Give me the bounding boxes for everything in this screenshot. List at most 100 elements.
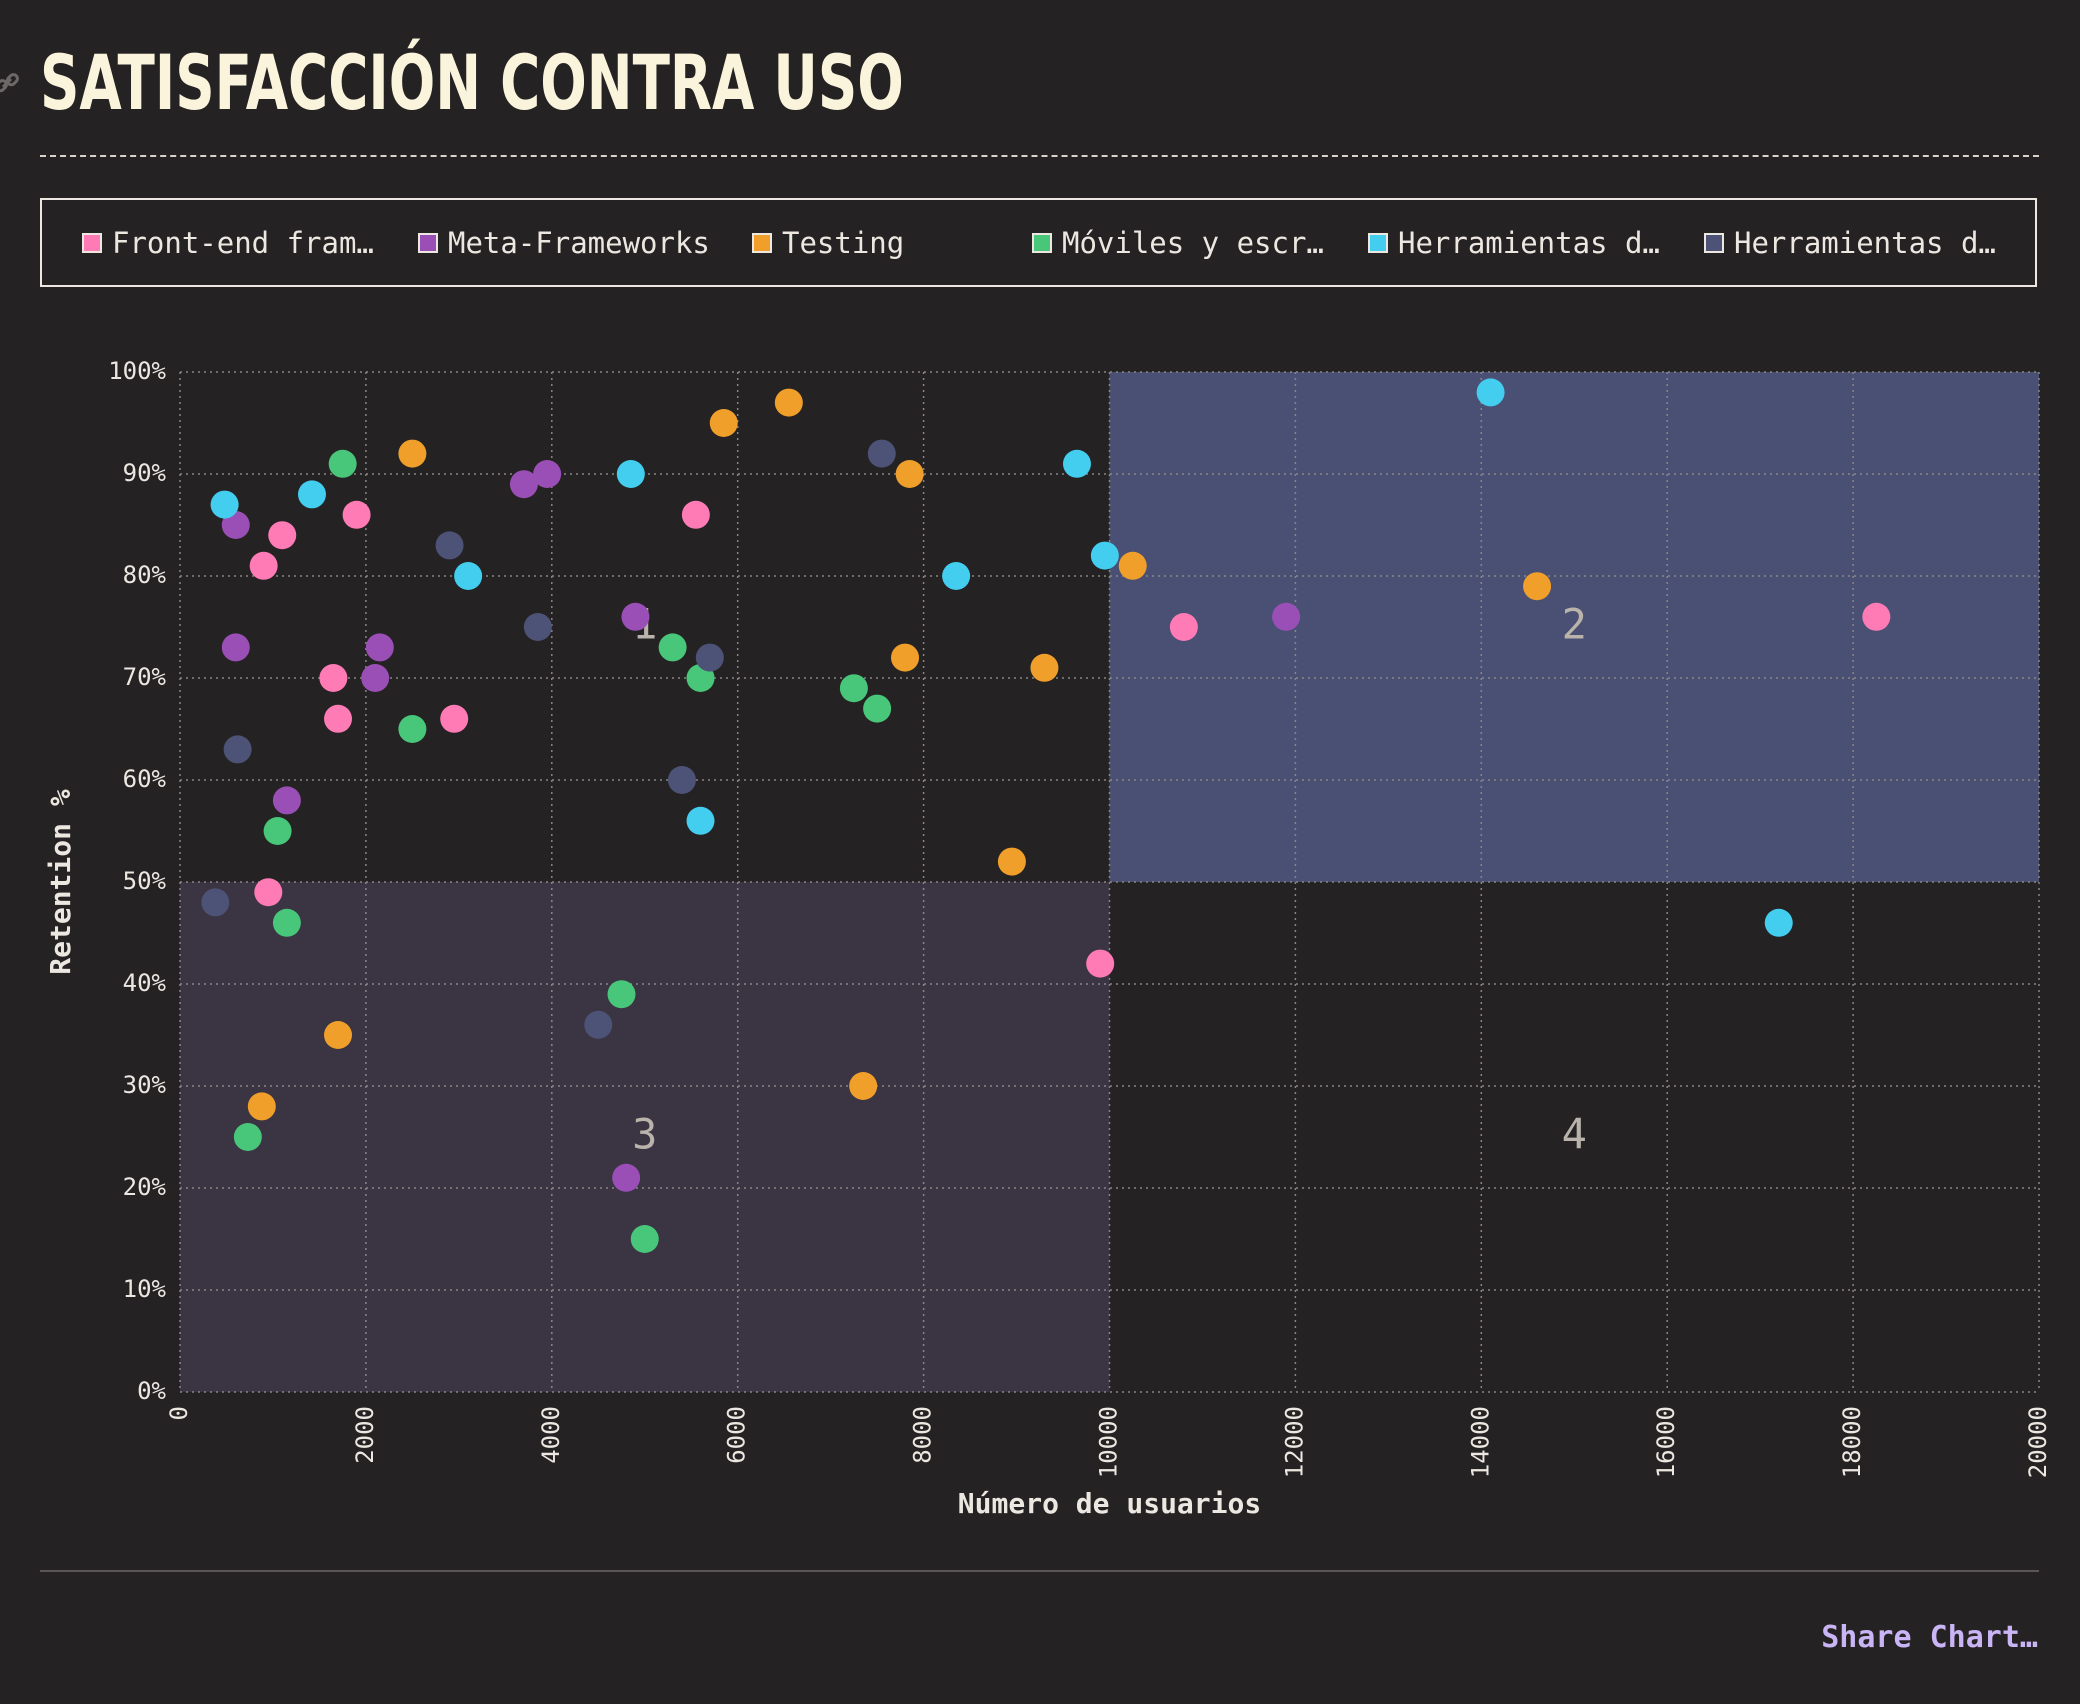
data-point[interactable]	[695, 643, 724, 672]
data-point[interactable]	[268, 521, 297, 550]
data-point[interactable]	[942, 562, 971, 590]
data-point[interactable]	[630, 1225, 659, 1253]
data-point[interactable]	[221, 511, 250, 539]
title-divider	[40, 155, 2039, 157]
data-point[interactable]	[681, 500, 710, 529]
legend-swatch	[1704, 232, 1724, 253]
y-tick-label: 70%	[123, 663, 167, 691]
legend-swatch	[418, 232, 438, 253]
legend-swatch	[1032, 232, 1052, 253]
data-point[interactable]	[247, 1092, 276, 1121]
data-point[interactable]	[533, 460, 562, 488]
y-tick-label: 90%	[123, 459, 167, 487]
data-point[interactable]	[667, 766, 696, 794]
data-point[interactable]	[1090, 541, 1119, 570]
data-point[interactable]	[361, 664, 390, 692]
legend-item-herramientas-1[interactable]: Herramientas d…	[1368, 200, 1660, 285]
data-point[interactable]	[709, 409, 738, 437]
data-point[interactable]	[324, 1021, 353, 1049]
data-point[interactable]	[233, 1123, 262, 1151]
x-tick-label: 10000	[1095, 1406, 1123, 1478]
data-point[interactable]	[658, 633, 687, 662]
quadrant-label: 3	[632, 1110, 657, 1159]
data-point[interactable]	[1062, 449, 1091, 478]
data-point[interactable]	[201, 888, 230, 917]
data-point[interactable]	[1764, 908, 1793, 937]
legend-label: Front-end fram…	[112, 225, 374, 260]
data-point[interactable]	[997, 847, 1026, 876]
data-point[interactable]	[221, 633, 250, 662]
y-axis-title: Retention %	[44, 789, 77, 975]
data-point[interactable]	[616, 460, 645, 488]
x-axis-title: Número de usuarios	[958, 1487, 1261, 1520]
y-tick-label: 100%	[108, 357, 166, 385]
legend-swatch	[1368, 232, 1388, 253]
data-point[interactable]	[523, 613, 552, 641]
legend-label: Testing	[782, 225, 905, 260]
data-point[interactable]	[1030, 653, 1059, 682]
data-point[interactable]	[1862, 602, 1891, 631]
data-point[interactable]	[319, 664, 348, 692]
data-point[interactable]	[1476, 378, 1505, 407]
y-tick-label: 50%	[123, 867, 167, 895]
data-point[interactable]	[612, 1163, 641, 1192]
data-point[interactable]	[1169, 613, 1198, 641]
legend-swatch	[752, 232, 772, 253]
data-point[interactable]	[1086, 949, 1115, 978]
legend-item-front-end[interactable]: Front-end fram…	[82, 200, 374, 285]
x-tick-label: 12000	[1280, 1406, 1308, 1478]
data-point[interactable]	[210, 490, 239, 519]
data-point[interactable]	[272, 786, 301, 815]
legend-item-herramientas-2[interactable]: Herramientas d…	[1704, 200, 1996, 285]
data-point[interactable]	[328, 449, 357, 478]
chart-title: SATISFACCIÓN CONTRA USO	[40, 38, 904, 127]
link-icon[interactable]	[0, 70, 20, 96]
quadrant-label: 4	[1562, 1110, 1587, 1159]
scatter-chart: 12340%10%20%30%40%50%60%70%80%90%100%020…	[44, 357, 2052, 1520]
data-point[interactable]	[607, 980, 636, 1009]
data-point[interactable]	[1523, 572, 1552, 601]
data-point[interactable]	[263, 817, 292, 845]
data-point[interactable]	[249, 551, 278, 580]
data-point[interactable]	[398, 715, 427, 743]
legend-item-moviles[interactable]: Móviles y escr…	[1032, 200, 1324, 285]
data-point[interactable]	[435, 531, 464, 560]
share-chart-button[interactable]: Share Chart…	[1821, 1620, 2038, 1655]
data-point[interactable]	[223, 735, 252, 764]
data-point[interactable]	[454, 562, 483, 590]
data-point[interactable]	[849, 1072, 878, 1100]
x-tick-label: 2000	[351, 1406, 379, 1464]
data-point[interactable]	[342, 500, 371, 529]
data-point[interactable]	[686, 806, 715, 835]
data-point[interactable]	[621, 602, 650, 631]
data-point[interactable]	[774, 388, 803, 417]
data-point[interactable]	[584, 1010, 613, 1039]
data-point[interactable]	[863, 694, 892, 723]
legend-item-meta-frameworks[interactable]: Meta-Frameworks	[418, 200, 710, 285]
data-point[interactable]	[440, 704, 469, 733]
x-tick-label: 18000	[1838, 1406, 1866, 1478]
data-point[interactable]	[254, 878, 283, 907]
y-tick-label: 40%	[123, 969, 167, 997]
data-point[interactable]	[1118, 551, 1147, 580]
data-point[interactable]	[365, 633, 394, 662]
data-point[interactable]	[297, 480, 326, 509]
legend-label: Herramientas d…	[1398, 225, 1660, 260]
data-point[interactable]	[509, 470, 538, 499]
data-point[interactable]	[891, 643, 920, 672]
y-tick-label: 80%	[123, 561, 167, 589]
data-point[interactable]	[324, 704, 353, 733]
legend-swatch	[82, 232, 102, 253]
legend-item-testing[interactable]: Testing	[752, 200, 904, 285]
data-point[interactable]	[867, 439, 896, 468]
x-tick-label: 8000	[909, 1406, 937, 1464]
legend-label: Herramientas d…	[1734, 225, 1996, 260]
x-tick-label: 16000	[1652, 1406, 1680, 1478]
data-point[interactable]	[398, 439, 427, 468]
data-point[interactable]	[1272, 602, 1301, 631]
y-tick-label: 0%	[137, 1377, 166, 1405]
y-tick-label: 20%	[123, 1173, 167, 1201]
data-point[interactable]	[839, 674, 868, 703]
data-point[interactable]	[895, 460, 924, 488]
data-point[interactable]	[272, 908, 301, 937]
